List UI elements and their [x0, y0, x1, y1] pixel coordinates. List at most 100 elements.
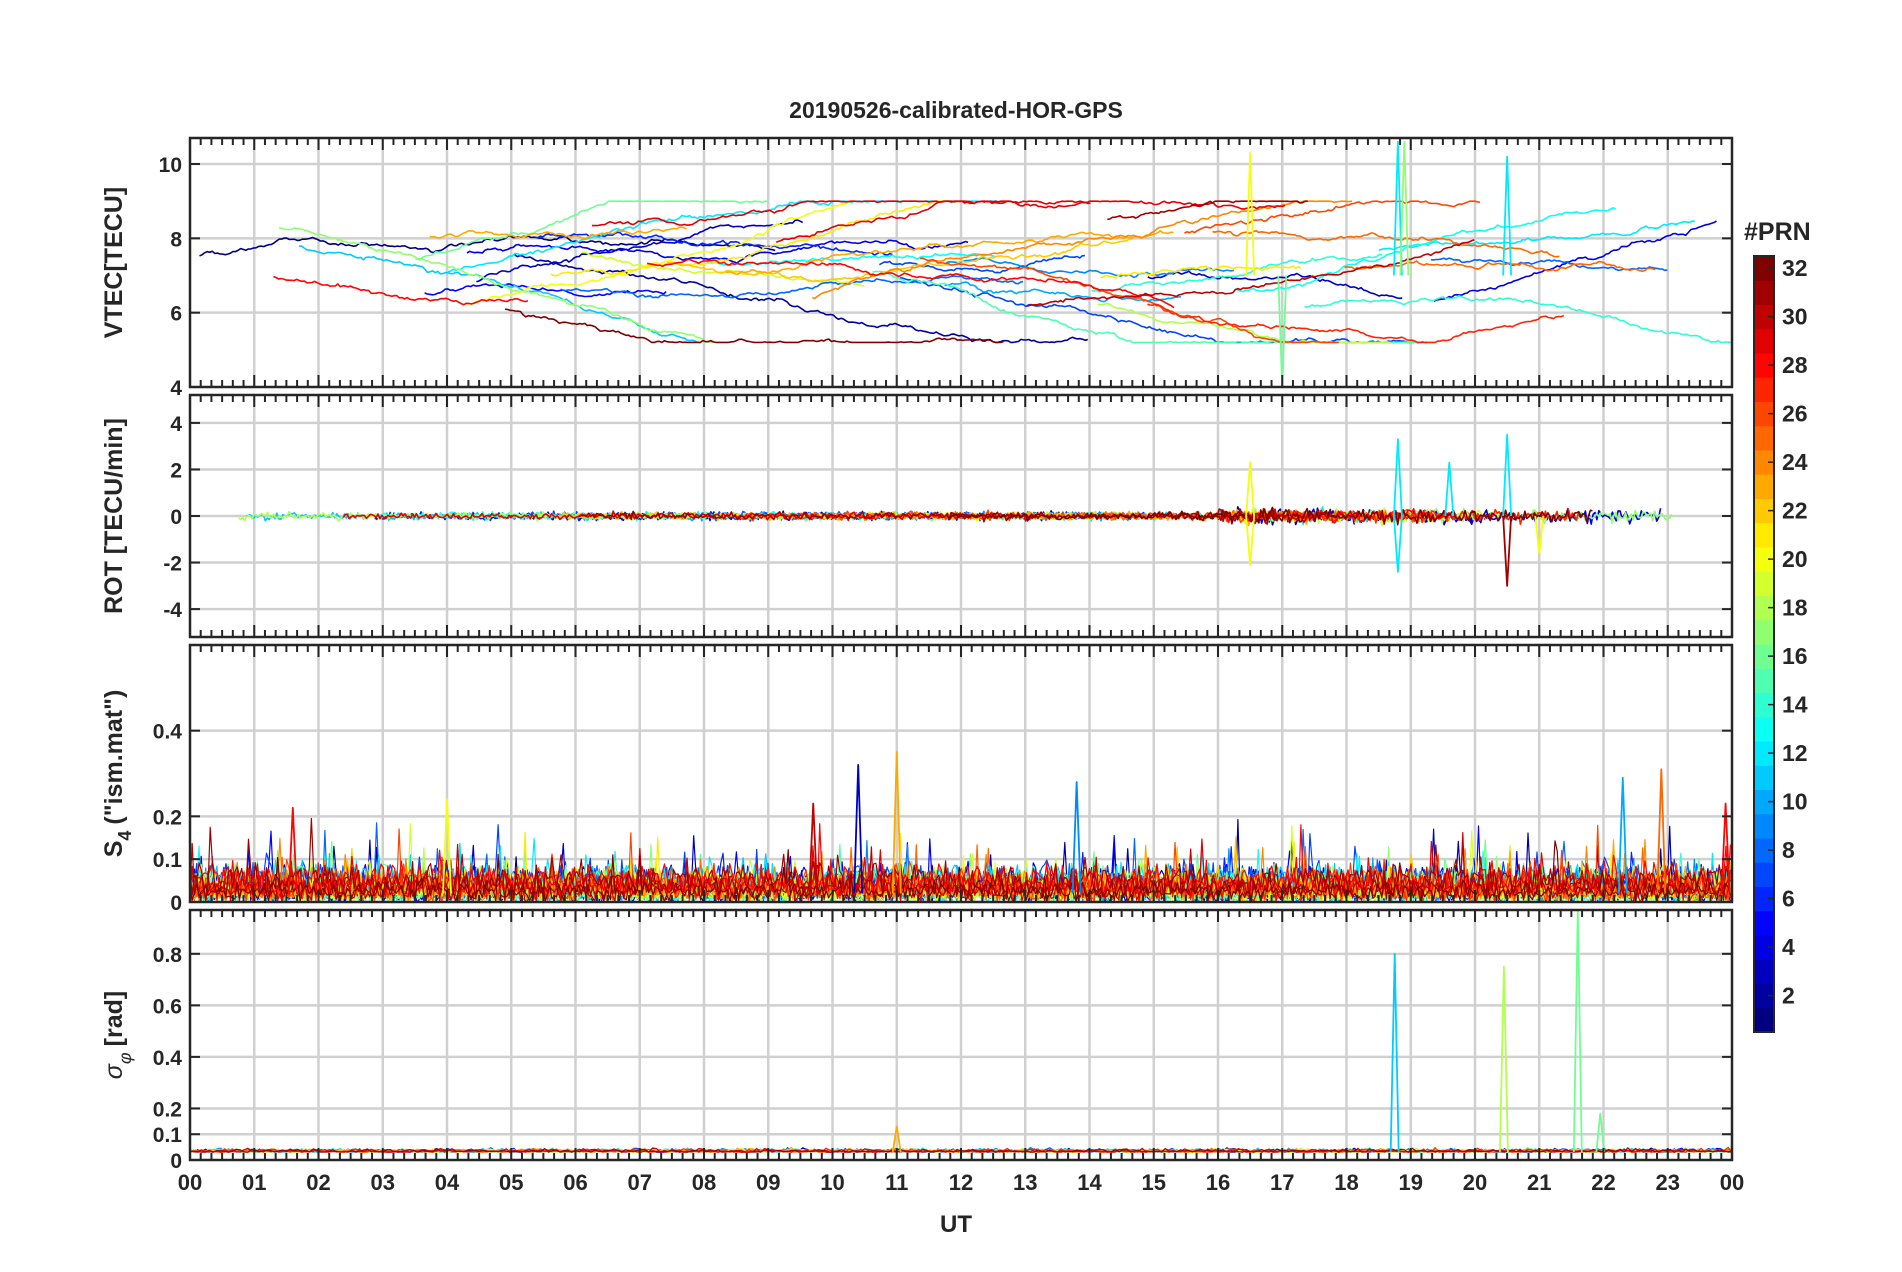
- grid-VTEC: [190, 138, 1732, 387]
- colorbar-tick-label: 28: [1782, 352, 1808, 378]
- x-tick-label: 19: [1399, 1170, 1423, 1195]
- vtec-trace-prn21: [1100, 265, 1302, 279]
- vtec-trace-prn8: [1430, 257, 1668, 272]
- colorbar-segment-prn24: [1754, 450, 1774, 475]
- x-tick-label: 04: [435, 1170, 460, 1195]
- x-tick-labels: 00 01 02 03 04 05 06 07 08 09 10 11 12 13 14 15 16 17 18 19…: [178, 1170, 1744, 1195]
- colorbar-segment-prn15: [1754, 668, 1774, 693]
- colorbar-tick-label: 4: [1782, 934, 1795, 960]
- x-tick-label: 16: [1206, 1170, 1230, 1195]
- vtec-trace-prn4: [1433, 220, 1717, 302]
- x-tick-label: 07: [628, 1170, 652, 1195]
- vtec-trace-prn29: [775, 200, 1286, 243]
- x-tick-label: 11: [885, 1170, 908, 1195]
- y-label-rest: ("ism.mat"): [100, 690, 128, 825]
- x-tick-label: 21: [1527, 1170, 1551, 1195]
- spike-S4-prn3: [853, 764, 864, 894]
- spike-ROT-prn20: [1245, 461, 1256, 517]
- x-tick-label: 17: [1270, 1170, 1294, 1195]
- x-tick-label: 10: [820, 1170, 844, 1195]
- vtec-trace-prn26: [1184, 200, 1481, 234]
- colorbar-segment-prn9: [1754, 813, 1774, 839]
- colorbar-segment-prn18: [1754, 595, 1774, 621]
- spike-ROT-prn31: [1502, 515, 1513, 587]
- colorbar-segment-prn21: [1754, 522, 1774, 548]
- y-label-sub: φ: [115, 1052, 135, 1064]
- x-tick-label: 06: [563, 1170, 587, 1195]
- spike-ROT-prn20: [1534, 515, 1545, 555]
- y-axis-label-ROT: ROT [TECU/min]: [100, 418, 128, 614]
- y-label-sub: 4: [115, 831, 135, 841]
- y-axis-label-VTEC: VTEC[TECU]: [100, 187, 128, 338]
- spike-ROT-prn12: [1502, 433, 1513, 517]
- colorbar-segment-prn19: [1754, 571, 1774, 596]
- colorbar-tick-label: 14: [1782, 692, 1808, 718]
- spike-ROT-prn12: [1444, 461, 1455, 517]
- vtec-trace-prn7: [878, 254, 1085, 274]
- y-tick-label: 8: [170, 228, 182, 251]
- vtec-trace-prn17: [278, 227, 714, 344]
- colorbar-tick-label: 32: [1782, 255, 1808, 281]
- colorbar-tick-label: 12: [1782, 740, 1808, 766]
- colorbar-title: #PRN: [1744, 218, 1811, 246]
- spike-sigma_phi-prn23: [891, 1125, 902, 1153]
- y-tick-label: 6: [170, 303, 182, 326]
- y-tick-label: 0.2: [153, 1098, 182, 1121]
- colorbar-segment-prn8: [1754, 838, 1774, 863]
- vtec-trace-prn14: [1304, 294, 1732, 344]
- colorbar-segment-prn4: [1754, 935, 1774, 960]
- colorbar-segment-prn17: [1754, 619, 1774, 645]
- x-tick-label: 13: [1013, 1170, 1037, 1195]
- series-VTEC: [199, 140, 1732, 387]
- vtec-trace-prn27: [1147, 303, 1565, 344]
- colorbar-segment-prn11: [1754, 765, 1774, 790]
- x-tick-label: 09: [756, 1170, 780, 1195]
- s4-trace-prn31: [190, 817, 1731, 902]
- colorbar-segment-prn16: [1754, 644, 1774, 669]
- vtec-trace-prn12: [1378, 220, 1696, 252]
- vtec-trace-prn20: [467, 200, 851, 306]
- ticks-S4: [189, 645, 1733, 903]
- y-tick-label: 0.2: [153, 806, 182, 829]
- colorbar-tick-label: 16: [1782, 643, 1808, 669]
- spike-VTEC-prn12: [1502, 155, 1513, 276]
- spike-VTEC-prn16: [1277, 275, 1288, 387]
- x-tick-label: 15: [1142, 1170, 1166, 1195]
- x-tick-label: 00: [178, 1170, 202, 1195]
- spike-S4-prn28: [287, 806, 298, 894]
- x-tick-label: 14: [1077, 1170, 1102, 1195]
- vtec-trace-prn25: [1344, 260, 1656, 273]
- vtec-trace-prn3: [476, 219, 804, 283]
- x-tick-label: 23: [1656, 1170, 1680, 1195]
- vtec-trace-prn28: [646, 258, 1175, 309]
- spike-ROT-prn20: [1245, 515, 1256, 566]
- vtec-trace-prn24: [812, 200, 1353, 300]
- vtec-trace-prn25: [1212, 230, 1560, 258]
- vtec-trace-prn29: [591, 200, 1091, 227]
- y-tick-label: 4: [170, 413, 182, 436]
- colorbar-segment-prn32: [1754, 256, 1774, 281]
- spike-S4-prn10: [1617, 776, 1628, 894]
- colorbar-segment-prn23: [1754, 474, 1774, 499]
- vtec-trace-prn21: [550, 200, 958, 277]
- panel-ROT: -4 -2 0 2 4 ROT [TECU/min]: [100, 393, 1734, 639]
- colorbar-segment-prn12: [1754, 741, 1774, 766]
- colorbar-segment-prn27: [1754, 377, 1774, 402]
- colorbar-segment-prn10: [1754, 789, 1774, 815]
- colorbar-tick-label: 10: [1782, 789, 1808, 815]
- spike-ROT-prn12: [1393, 438, 1403, 517]
- rot-trace-prn32: [948, 506, 1593, 526]
- vtec-trace-prn7: [899, 276, 1427, 344]
- vtec-trace-prn26: [919, 257, 1339, 344]
- spike-ROT-prn12: [1393, 515, 1403, 573]
- colorbar-tick-label: 2: [1782, 983, 1795, 1009]
- colorbar-segment-prn14: [1754, 692, 1774, 718]
- chart-title: 20190526-calibrated-HOR-GPS: [789, 97, 1123, 123]
- spike-VTEC-prn17: [1399, 140, 1410, 276]
- vtec-trace-prn23: [429, 226, 687, 240]
- vtec-trace-prn23: [725, 230, 1174, 276]
- spike-S4-prn23: [891, 751, 902, 894]
- colorbar-tick-label: 24: [1782, 449, 1808, 475]
